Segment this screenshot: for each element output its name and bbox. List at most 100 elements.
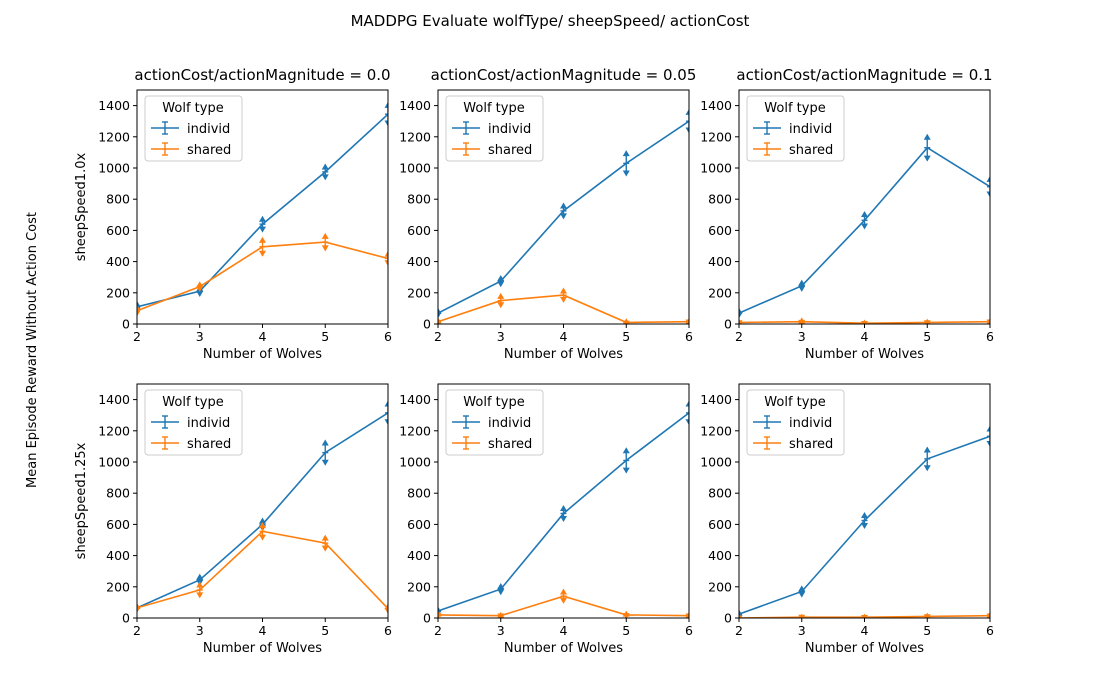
y-tick-label: 1000 <box>98 161 130 176</box>
error-cap-upper <box>321 232 329 239</box>
plot-area <box>137 101 388 317</box>
y-tick-label: 400 <box>708 254 732 269</box>
legend-entry-shared: shared <box>187 437 231 452</box>
x-tick-label: 5 <box>321 623 329 638</box>
plot-area <box>739 133 990 324</box>
series-shared <box>739 611 990 618</box>
error-cap-lower <box>196 291 204 298</box>
figure-title: MADDPG Evaluate wolfType/ sheepSpeed/ ac… <box>351 12 750 30</box>
x-tick-label: 3 <box>798 329 806 344</box>
x-axis-label: Number of Wolves <box>805 641 924 656</box>
y-tick-label: 600 <box>106 517 130 532</box>
x-tick-label: 3 <box>196 623 204 638</box>
error-cap-lower <box>798 319 806 324</box>
error-cap-upper <box>384 250 388 257</box>
series-shared <box>438 588 689 618</box>
panel-1-0: sheepSpeed1.25x Number of Wolves 0 200 400 60… <box>74 383 392 656</box>
error-cap-lower <box>685 419 689 426</box>
legend-title: Wolf type <box>162 101 223 116</box>
error-cap-lower <box>196 592 204 599</box>
error-cap-lower <box>986 613 990 618</box>
y-tick-label: 400 <box>407 254 431 269</box>
error-cap-lower <box>923 614 931 618</box>
legend-entry-individ: individ <box>789 122 832 137</box>
error-cap-upper <box>560 588 567 595</box>
error-cap-lower <box>560 213 567 220</box>
error-cap-upper <box>861 211 868 218</box>
x-axis-label: Number of Wolves <box>203 347 322 362</box>
error-cap-lower <box>685 319 689 324</box>
error-cap-upper <box>259 215 266 222</box>
error-cap-upper <box>321 534 329 541</box>
x-tick-label: 2 <box>434 623 442 638</box>
x-tick-label: 5 <box>321 329 329 344</box>
figure-y-axis-label: Mean Episode Reward Without Action Cost <box>25 212 40 488</box>
series-individ <box>739 425 990 618</box>
error-cap-upper <box>321 163 329 170</box>
error-cap-lower <box>685 613 689 618</box>
panel-0-0: actionCost/actionMagnitude = 0.0 sheepSpe… <box>74 66 392 362</box>
x-tick-label: 4 <box>861 329 869 344</box>
x-tick-label: 5 <box>923 329 931 344</box>
legend-box <box>144 95 243 162</box>
series-shared <box>438 287 689 324</box>
y-tick-label: 600 <box>708 517 732 532</box>
legend-title: Wolf type <box>162 395 223 410</box>
y-tick-label: 1400 <box>98 98 130 113</box>
error-cap-lower <box>685 127 689 134</box>
plot-area <box>739 425 990 618</box>
plot-area <box>438 108 689 324</box>
error-cap-upper <box>384 603 388 610</box>
x-tick-label: 4 <box>560 623 568 638</box>
y-tick-label: 1200 <box>399 129 431 144</box>
legend-title: Wolf type <box>764 395 825 410</box>
legend: Wolf type individ shared <box>445 95 544 162</box>
error-cap-upper <box>196 281 204 288</box>
y-tick-label: 800 <box>106 486 130 501</box>
y-tick-label: 0 <box>423 611 431 626</box>
error-cap-upper <box>986 425 990 432</box>
error-cap-lower <box>798 591 806 598</box>
error-cap-lower <box>438 312 442 319</box>
x-tick-label: 4 <box>259 329 267 344</box>
chart-panels: actionCost/actionMagnitude = 0.0 sheepSpe… <box>74 66 994 656</box>
y-tick-label: 1200 <box>98 423 130 438</box>
x-tick-label: 6 <box>384 623 392 638</box>
plot-area <box>137 400 388 614</box>
y-tick-label: 400 <box>708 548 732 563</box>
error-cap-lower <box>321 245 329 252</box>
column-title: actionCost/actionMagnitude = 0.1 <box>736 66 992 84</box>
y-tick-label: 0 <box>122 611 130 626</box>
x-axis-label: Number of Wolves <box>504 347 623 362</box>
panel-1-1: Number of Wolves 0 200 400 600 800 1000 1200 140… <box>399 383 693 656</box>
error-cap-upper <box>137 300 141 307</box>
legend-entry-individ: individ <box>488 416 531 431</box>
x-tick-label: 2 <box>434 329 442 344</box>
panel-0-1: actionCost/actionMagnitude = 0.05 Number … <box>399 66 696 362</box>
error-cap-lower <box>560 597 567 604</box>
series-line-shared <box>137 530 388 610</box>
y-tick-label: 1000 <box>98 455 130 470</box>
row-label: sheepSpeed1.0x <box>74 153 89 262</box>
error-cap-lower <box>622 320 630 324</box>
legend-entry-individ: individ <box>789 416 832 431</box>
y-tick-label: 400 <box>106 254 130 269</box>
y-tick-label: 1400 <box>700 98 732 113</box>
error-cap-upper <box>137 304 141 311</box>
y-tick-label: 600 <box>407 517 431 532</box>
error-cap-upper <box>685 108 689 115</box>
error-cap-lower <box>259 250 266 257</box>
legend-title: Wolf type <box>764 101 825 116</box>
series-individ <box>739 133 990 319</box>
x-tick-label: 6 <box>384 329 392 344</box>
x-axis-label: Number of Wolves <box>504 641 623 656</box>
legend-title: Wolf type <box>463 395 524 410</box>
error-cap-lower <box>622 467 630 474</box>
y-tick-label: 1400 <box>98 392 130 407</box>
legend: Wolf type individ shared <box>144 95 243 162</box>
legend-box <box>746 95 845 162</box>
error-cap-upper <box>560 505 567 512</box>
error-cap-lower <box>259 534 266 541</box>
y-tick-label: 1200 <box>700 129 732 144</box>
